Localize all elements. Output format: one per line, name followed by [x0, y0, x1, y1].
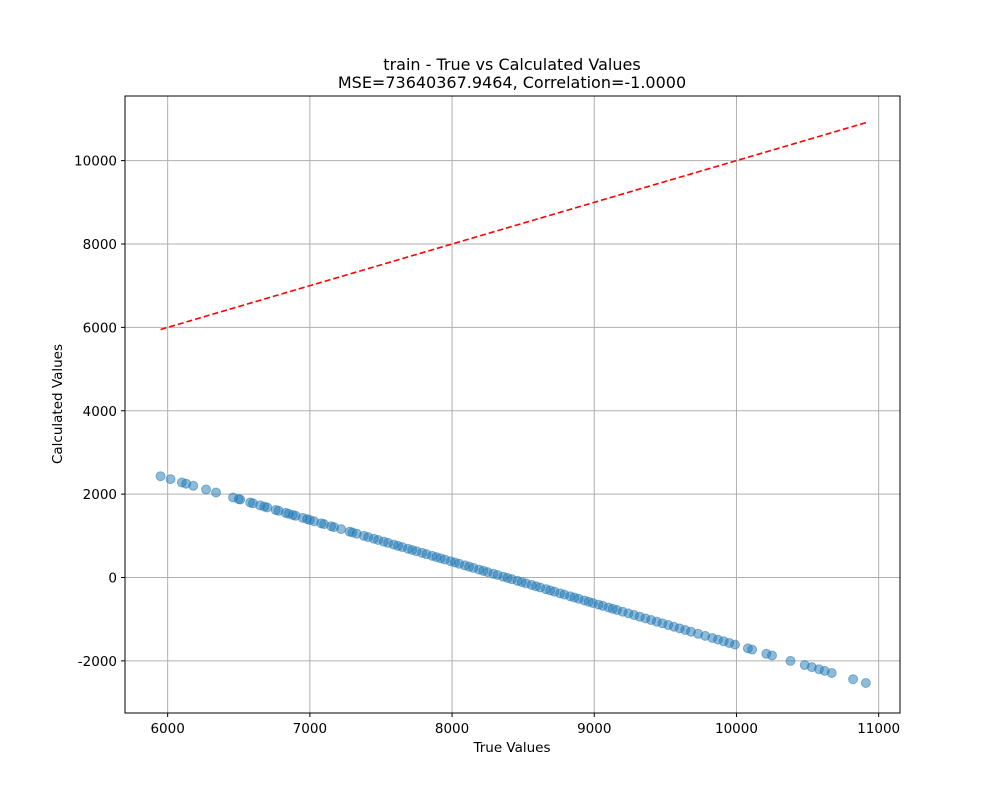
x-tick-label: 10000: [715, 721, 758, 737]
data-point: [747, 644, 758, 655]
data-point: [826, 667, 837, 678]
data-point: [262, 502, 273, 513]
data-point: [155, 471, 166, 482]
x-tick-label: 8000: [435, 721, 469, 737]
y-tick-label: -2000: [78, 654, 117, 670]
x-axis-label: True Values: [472, 740, 550, 756]
data-point: [860, 677, 871, 688]
reference-line-layer: [160, 121, 867, 331]
chart-subtitle: MSE=73640367.9464, Correlation=-1.0000: [338, 73, 686, 92]
y-tick-label: 0: [108, 571, 117, 587]
x-tick-label: 11000: [857, 721, 900, 737]
data-point: [336, 524, 347, 535]
data-point: [211, 487, 222, 498]
axis-ticks: 6000 7000 8000 9000 10000 11000 -2000 0 2000 4000…: [74, 154, 900, 737]
data-point: [188, 480, 199, 491]
y-tick-label: 4000: [83, 404, 117, 420]
y-tick-label: 8000: [83, 237, 117, 253]
x-tick-label: 6000: [150, 721, 184, 737]
y-tick-label: 2000: [83, 487, 117, 503]
reference-line: [160, 121, 867, 331]
data-point: [767, 650, 778, 661]
data-point: [848, 674, 859, 685]
data-point: [201, 484, 212, 495]
chart-title: train - True vs Calculated Values: [383, 55, 640, 74]
y-tick-label: 6000: [83, 320, 117, 336]
data-point: [785, 655, 796, 666]
plot-frame: [124, 95, 901, 714]
grid: [125, 96, 900, 713]
x-tick-label: 7000: [293, 721, 327, 737]
data-point: [165, 474, 176, 485]
data-point: [730, 639, 741, 650]
y-axis-label: Calculated Values: [50, 344, 66, 464]
y-tick-label: 10000: [74, 154, 117, 170]
data-point: [235, 494, 246, 505]
data-points: [155, 471, 871, 688]
x-tick-label: 9000: [577, 721, 611, 737]
